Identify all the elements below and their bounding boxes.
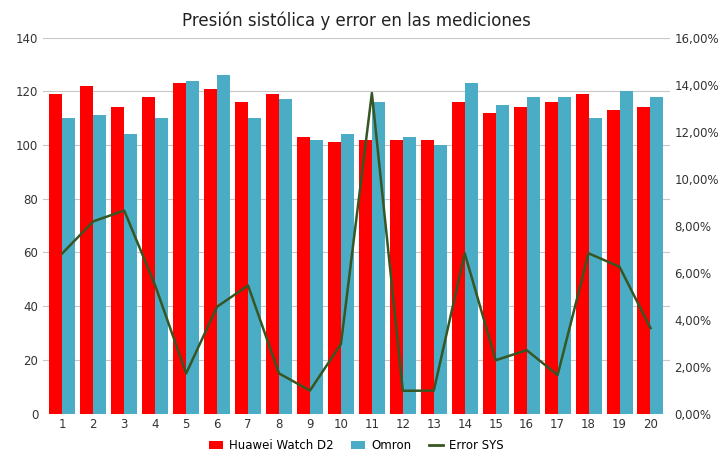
Error SYS [151,282,160,288]
Bar [266,94,279,414]
Bar [156,118,168,414]
Bar [279,99,292,414]
Bar [341,134,354,414]
Bar [606,110,619,414]
Legend: Huawei Watch D2, Omron, Error SYS: Huawei Watch D2, Omron, Error SYS [204,434,508,456]
Bar [420,140,433,414]
Bar [235,102,248,414]
Bar [557,97,570,414]
Error SYS [58,251,67,256]
Error SYS [213,304,222,309]
Bar [186,80,199,414]
Error SYS [553,372,562,378]
Error SYS [306,388,315,393]
Bar [143,97,156,414]
Bar [402,137,416,414]
Bar [464,83,478,414]
Bar [482,113,495,414]
Error SYS [89,219,98,224]
Error SYS [182,370,191,376]
Bar [217,75,230,414]
Bar [637,108,650,414]
Bar [588,118,601,414]
Title: Presión sistólica y error en las mediciones: Presión sistólica y error en las medicio… [182,12,531,31]
Bar [650,97,663,414]
Error SYS [367,90,376,96]
Bar [328,142,341,414]
Line: Error SYS: Error SYS [63,93,650,391]
Bar [310,140,323,414]
Bar [297,137,310,414]
Error SYS [522,347,531,353]
Bar [513,108,526,414]
Bar [248,118,261,414]
Bar [50,94,63,414]
Error SYS [120,208,129,213]
Bar [495,105,509,414]
Bar [390,140,402,414]
Error SYS [275,370,284,376]
Bar [544,102,557,414]
Error SYS [646,325,654,331]
Error SYS [429,388,438,393]
Error SYS [398,388,407,394]
Bar [619,91,632,414]
Error SYS [337,341,346,347]
Bar [94,116,107,414]
Error SYS [244,282,253,288]
Bar [81,86,94,414]
Bar [433,145,447,414]
Bar [125,134,138,414]
Error SYS [615,264,624,269]
Bar [63,118,76,414]
Bar [359,140,372,414]
Error SYS [460,251,469,256]
Error SYS [491,357,500,363]
Bar [451,102,464,414]
Bar [112,108,125,414]
Bar [575,94,588,414]
Bar [204,89,217,414]
Bar [372,102,385,414]
Bar [526,97,540,414]
Error SYS [584,251,593,256]
Bar [173,83,186,414]
